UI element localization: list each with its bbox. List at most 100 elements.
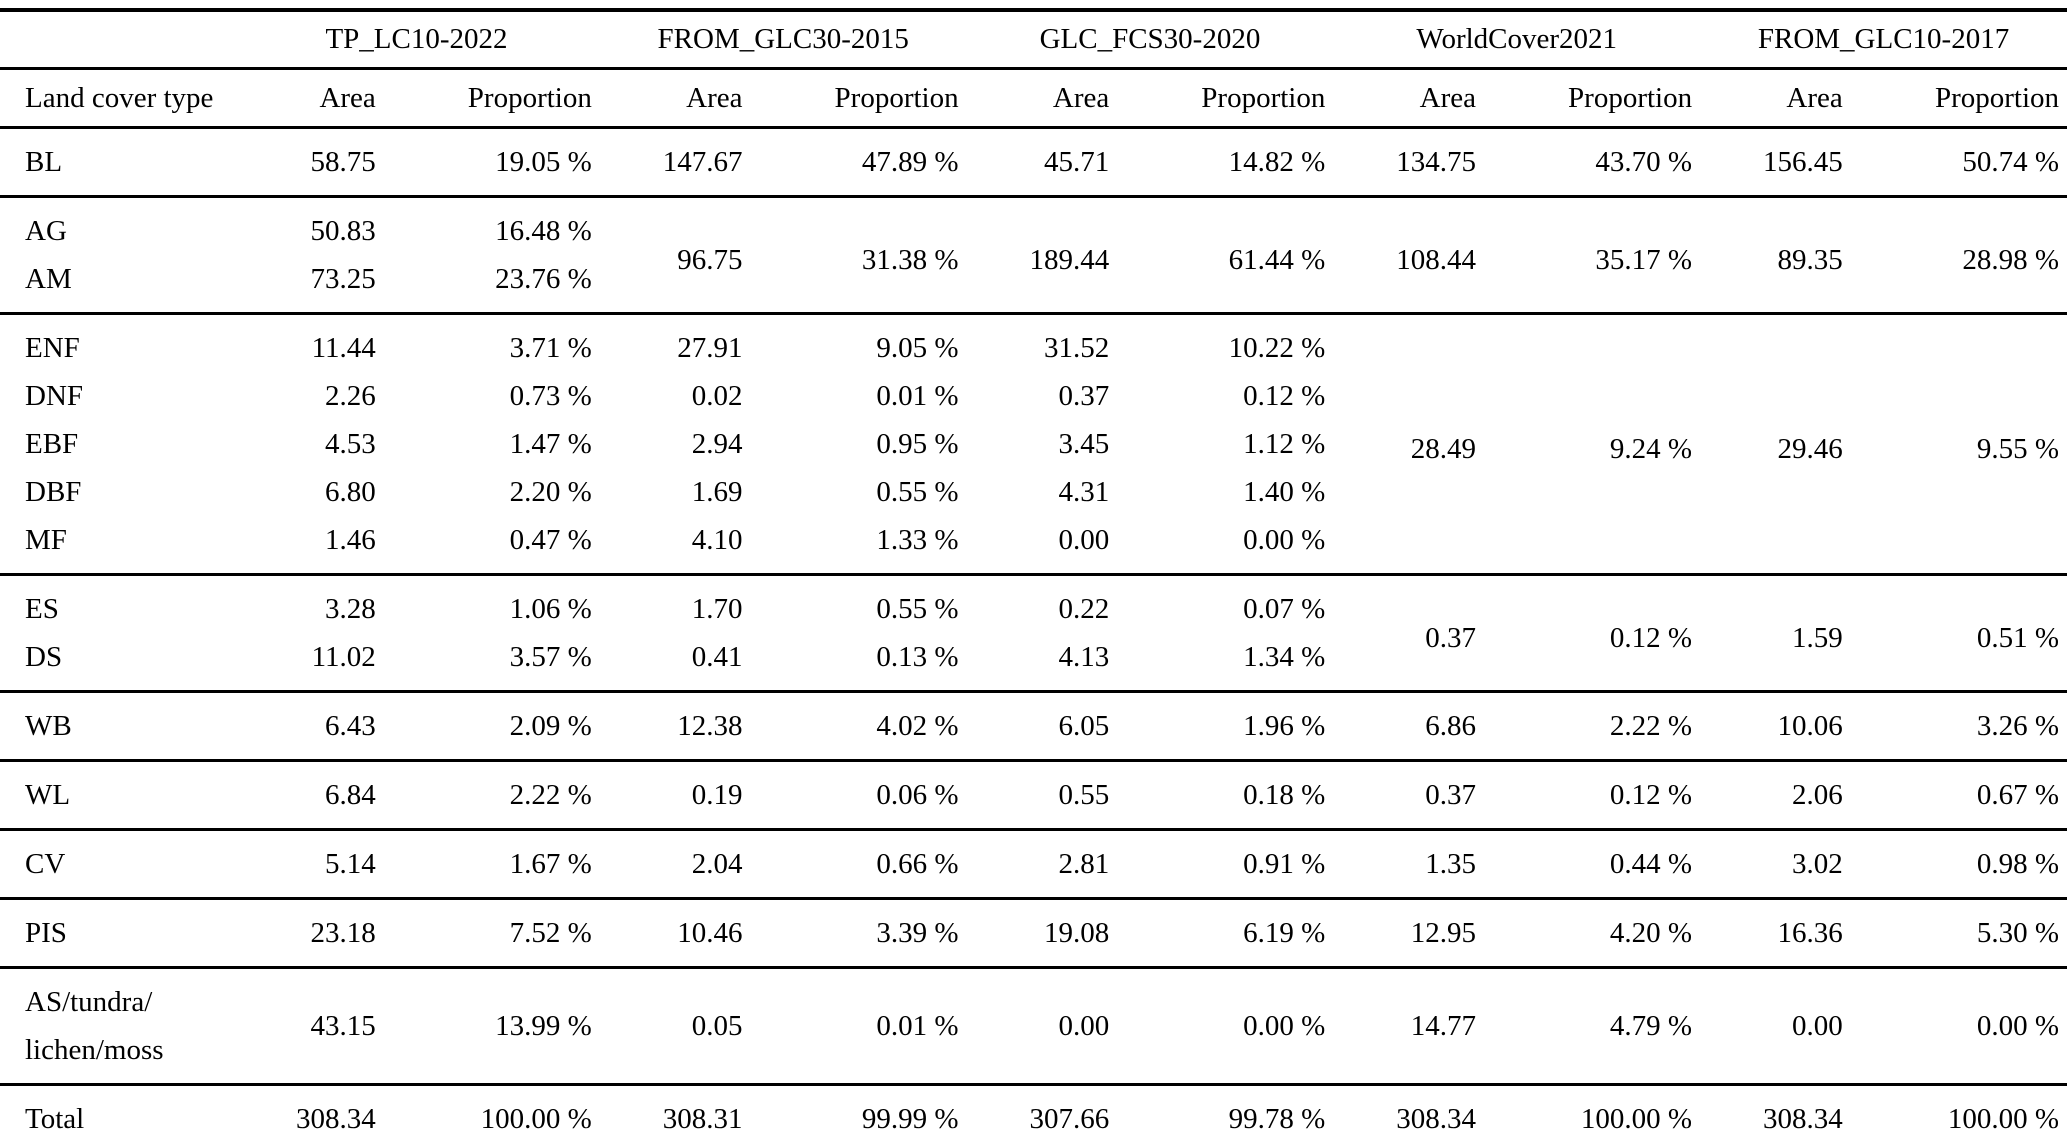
cell-proportion: 99.99 %	[861, 1103, 959, 1135]
cell-proportion: 0.91 %	[1243, 848, 1326, 880]
row-label: WB	[25, 710, 72, 742]
cell-area: 10.06	[1777, 710, 1843, 742]
row-label: CV	[25, 848, 66, 880]
cell-area: 308.34	[1396, 1103, 1477, 1135]
cell-proportion: 0.00 %	[1976, 1010, 2059, 1042]
row-label: DNF	[25, 380, 84, 412]
cell-proportion: 3.26 %	[1976, 710, 2059, 742]
cell-area: 0.37	[1425, 779, 1477, 811]
cell-proportion: 1.34 %	[1243, 641, 1326, 673]
area-header: Area	[686, 82, 743, 114]
cell-proportion: 1.40 %	[1243, 476, 1326, 508]
cell-area: 16.36	[1777, 917, 1843, 949]
cell-area: 4.10	[691, 524, 743, 556]
cell-area-merged: 89.35	[1777, 243, 1843, 276]
cell-proportion: 0.66 %	[876, 848, 959, 880]
cell-proportion: 9.05 %	[876, 332, 959, 364]
cell-proportion: 10.22 %	[1228, 332, 1326, 364]
cell-proportion: 99.78 %	[1228, 1103, 1326, 1135]
table-row: DBF 6.80 2.20 % 1.69 0.55 % 4.31 1.40 %	[0, 468, 2067, 516]
cell-proportion: 23.76 %	[495, 263, 592, 295]
cell-proportion: 3.71 %	[509, 332, 592, 364]
cell-proportion: 0.01 %	[876, 1010, 959, 1042]
cell-area: 23.18	[310, 917, 376, 949]
cell-area: 11.44	[311, 332, 376, 364]
proportion-header: Proportion	[467, 82, 592, 114]
cell-area: 0.00	[1058, 1010, 1110, 1042]
cell-proportion: 1.47 %	[509, 428, 592, 460]
cell-proportion: 50.74 %	[1962, 146, 2059, 178]
cell-proportion: 0.00 %	[1243, 524, 1326, 556]
cell-proportion-merged: 35.17 %	[1595, 243, 1693, 276]
cell-area: 4.53	[325, 428, 376, 460]
cell-proportion: 0.06 %	[876, 779, 959, 811]
cell-proportion: 7.52 %	[509, 917, 592, 949]
cell-proportion: 0.44 %	[1609, 848, 1693, 880]
group-cultivated: CV 5.14 1.67 % 2.04 0.66 % 2.81 0.91 % 1…	[0, 830, 2067, 899]
cell-area: 45.71	[1044, 146, 1110, 178]
cell-proportion: 4.02 %	[876, 710, 959, 742]
cell-area-merged: 189.44	[1029, 243, 1110, 276]
row-label: AS/tundra/ lichen/moss	[25, 986, 164, 1066]
cell-proportion: 0.13 %	[876, 641, 959, 673]
total-row: Total 308.34 100.00 % 308.31 99.99 % 307…	[0, 1085, 2067, 1143]
table-row: EBF 4.53 1.47 % 2.94 0.95 % 3.45 1.12 %	[0, 420, 2067, 468]
area-header: Area	[1419, 82, 1477, 114]
table-row: WL 6.84 2.22 % 0.19 0.06 % 0.55 0.18 % 0…	[0, 761, 2067, 830]
cell-proportion: 43.70 %	[1595, 146, 1693, 178]
group-wetland: WL 6.84 2.22 % 0.19 0.06 % 0.55 0.18 % 0…	[0, 761, 2067, 830]
cell-proportion: 2.09 %	[509, 710, 592, 742]
cell-area: 3.45	[1058, 428, 1110, 460]
cell-area-merged: 28.49	[1410, 432, 1477, 465]
product-header-row: TP_LC10-2022 FROM_GLC30-2015 GLC_FCS30-2…	[0, 10, 2067, 69]
cell-area: 6.86	[1425, 710, 1477, 742]
cell-area: 5.14	[325, 848, 376, 880]
cell-area: 31.52	[1044, 332, 1110, 364]
cell-proportion: 14.82 %	[1228, 146, 1326, 178]
cell-area: 4.31	[1058, 476, 1110, 508]
row-label: ENF	[25, 332, 80, 364]
row-label: EBF	[25, 428, 79, 460]
proportion-header: Proportion	[1568, 82, 1693, 114]
cell-area: 0.00	[1058, 524, 1110, 556]
table-row: DS 11.02 3.57 % 0.41 0.13 % 4.13 1.34 %	[0, 633, 2067, 692]
row-label: MF	[25, 524, 67, 556]
cell-area: 147.67	[662, 146, 743, 178]
cell-proportion: 100.00 %	[1580, 1103, 1693, 1135]
table-row: AG 50.83 16.48 % 96.75 31.38 % 189.44 61…	[0, 197, 2067, 276]
cell-area-merged: 29.46	[1777, 432, 1843, 465]
cell-area: 0.19	[691, 779, 743, 811]
cell-proportion: 1.67 %	[509, 848, 592, 880]
cell-proportion: 0.98 %	[1976, 848, 2059, 880]
cell-area: 27.91	[677, 332, 743, 364]
table-row: MF 1.46 0.47 % 4.10 1.33 % 0.00 0.00 %	[0, 516, 2067, 575]
row-label: DBF	[25, 476, 82, 508]
cell-area: 156.45	[1763, 146, 1843, 178]
cell-proportion: 100.00 %	[1947, 1103, 2059, 1135]
cell-proportion: 13.99 %	[495, 1010, 592, 1042]
cell-proportion: 4.79 %	[1609, 1010, 1693, 1042]
cell-area: 1.46	[325, 524, 376, 556]
cell-proportion: 1.96 %	[1243, 710, 1326, 742]
cell-proportion: 2.22 %	[509, 779, 592, 811]
group-waterbody: WB 6.43 2.09 % 12.38 4.02 % 6.05 1.96 % …	[0, 692, 2067, 761]
cell-proportion: 0.73 %	[509, 380, 592, 412]
cell-proportion: 1.33 %	[876, 524, 959, 556]
cell-proportion: 1.06 %	[509, 593, 592, 625]
table-row: WB 6.43 2.09 % 12.38 4.02 % 6.05 1.96 % …	[0, 692, 2067, 761]
row-label: BL	[25, 146, 63, 178]
product-header: FROM_GLC30-2015	[657, 23, 909, 55]
cell-proportion: 0.67 %	[1976, 779, 2059, 811]
table-row: ES 3.28 1.06 % 1.70 0.55 % 0.22 0.07 % 0…	[0, 575, 2067, 654]
cell-area: 43.15	[310, 1010, 376, 1042]
group-forest: ENF 11.44 3.71 % 27.91 9.05 % 31.52 10.2…	[0, 314, 2067, 575]
row-label: AG	[25, 215, 67, 247]
cell-area: 308.34	[1763, 1103, 1843, 1135]
cell-area: 0.05	[691, 1010, 743, 1042]
cell-proportion-merged: 61.44 %	[1228, 243, 1326, 276]
cell-area: 12.38	[677, 710, 743, 742]
cell-area: 2.94	[691, 428, 743, 460]
cell-proportion-merged: 9.55 %	[1976, 432, 2059, 465]
cell-proportion: 47.89 %	[861, 146, 959, 178]
